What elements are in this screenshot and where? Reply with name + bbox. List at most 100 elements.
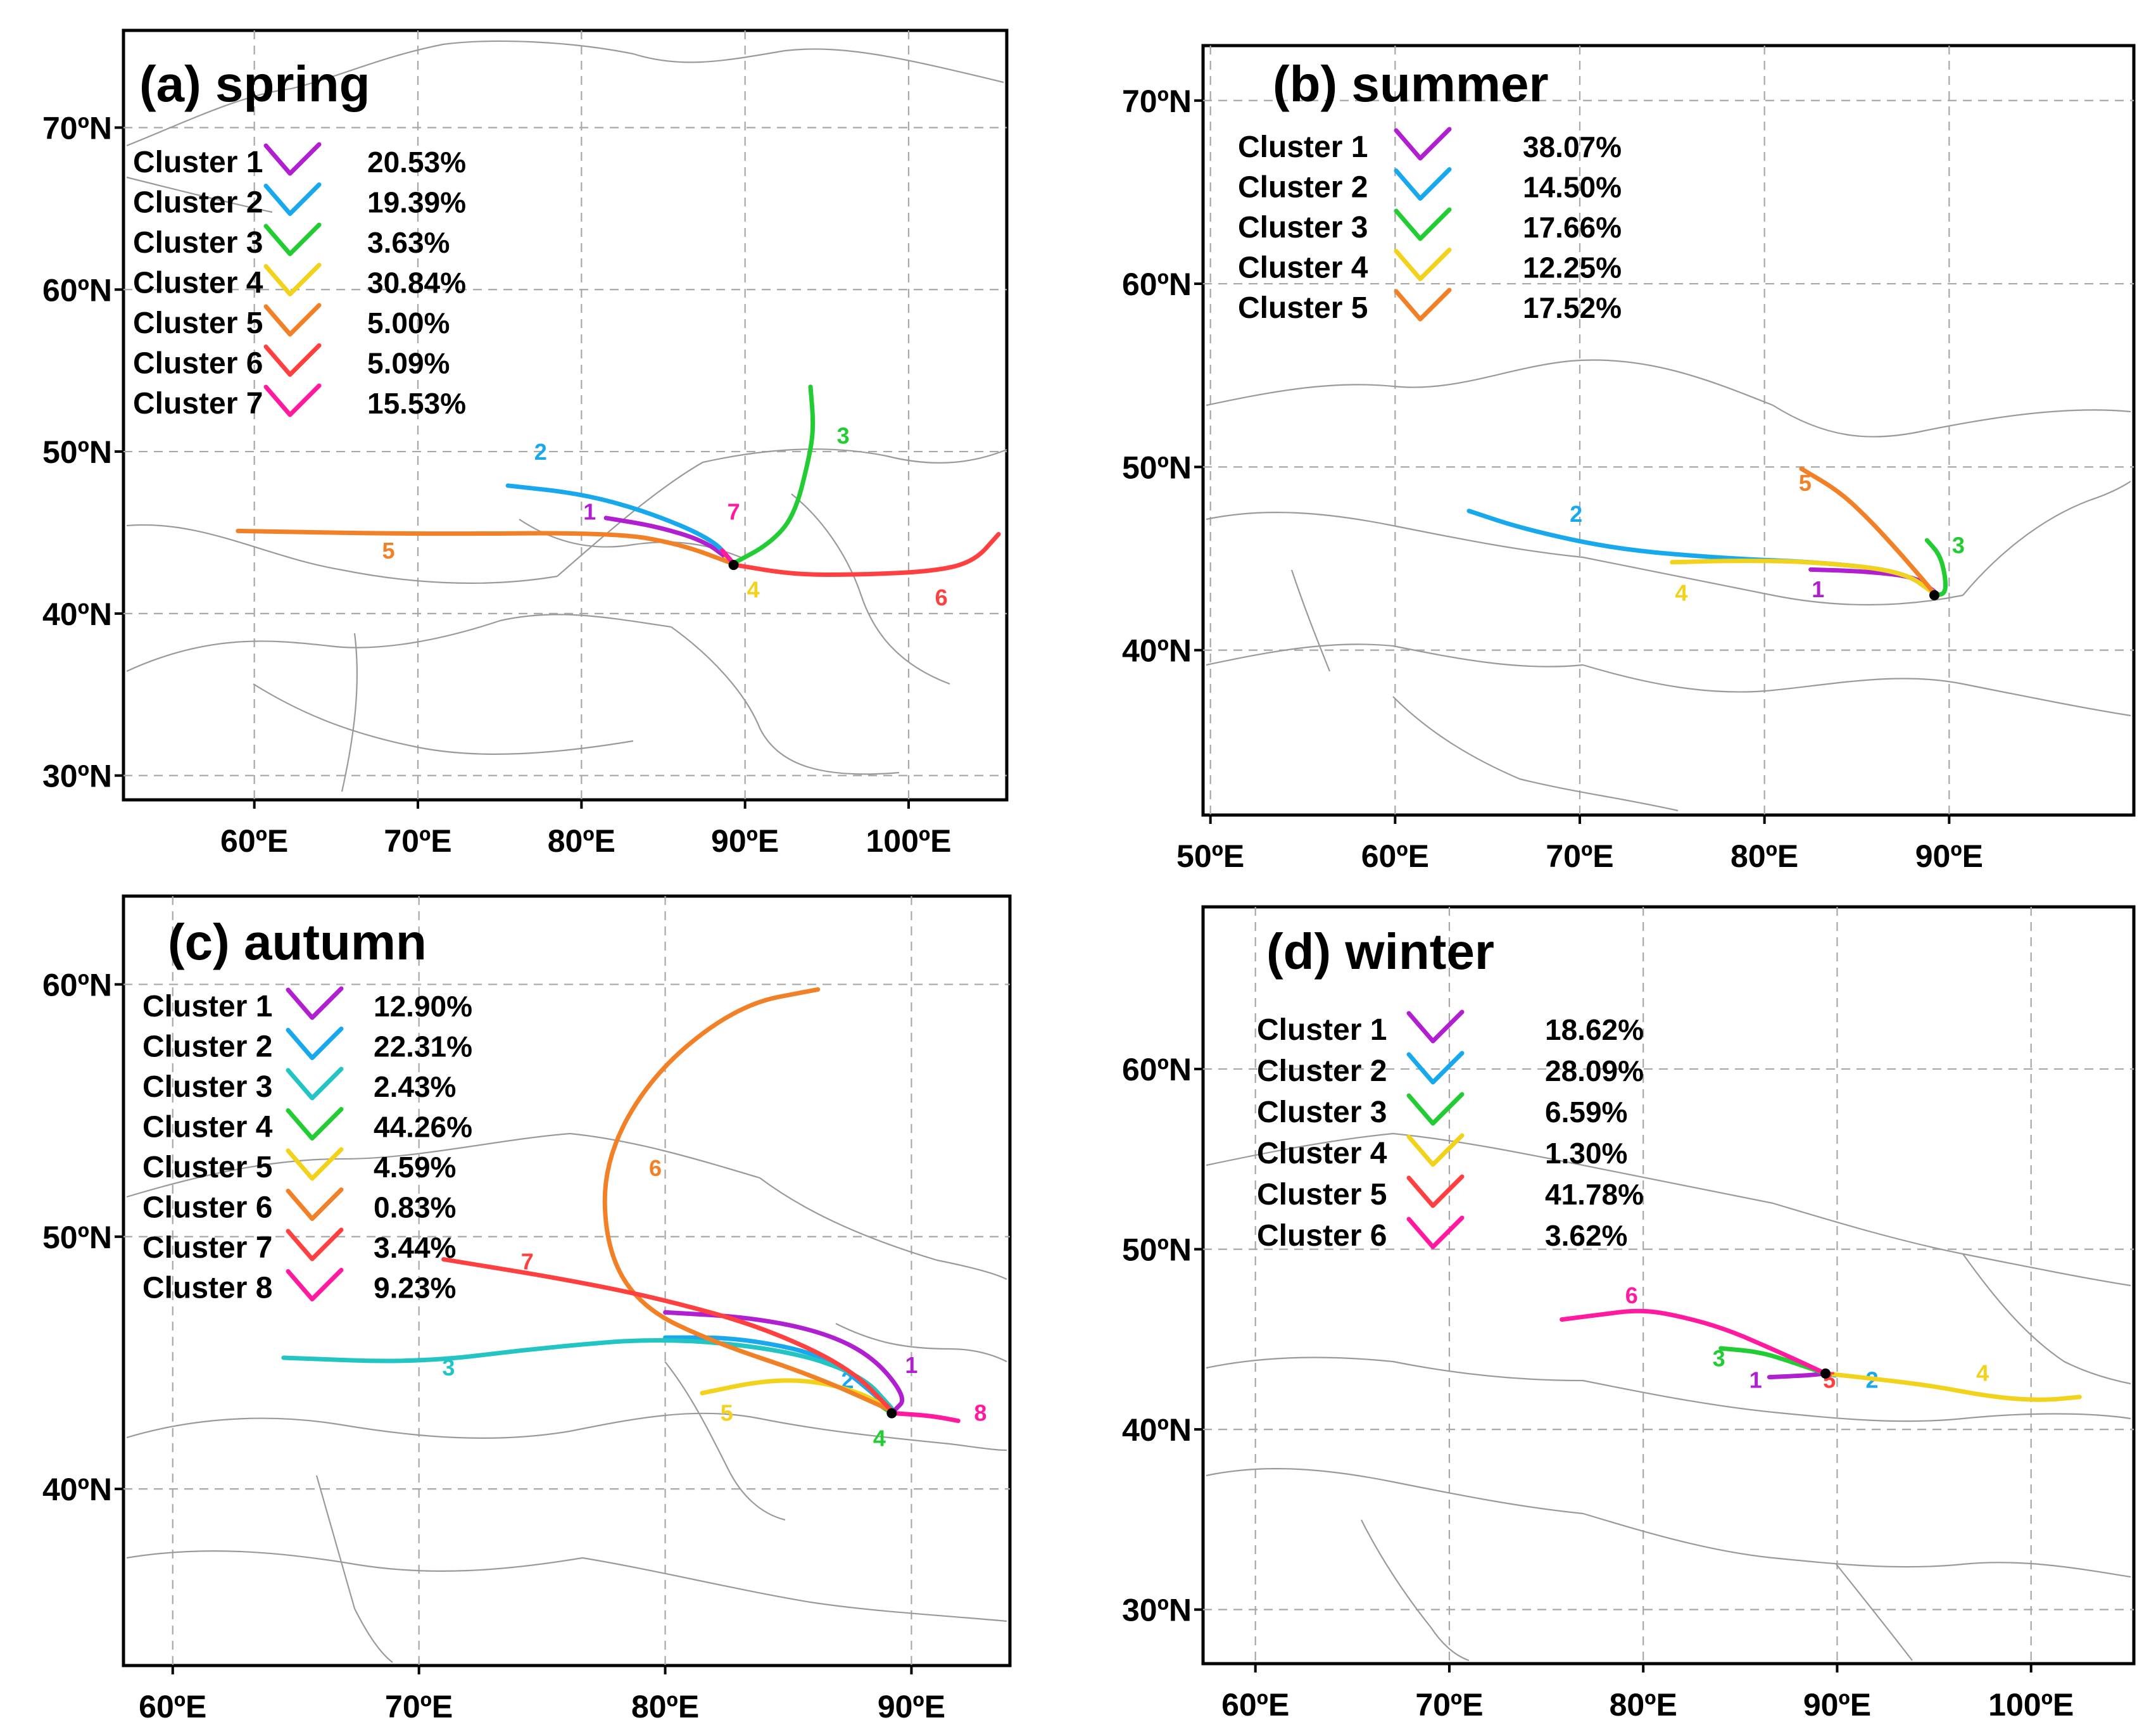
legend-percent: 12.25% — [1523, 251, 1622, 284]
legend-swatch — [286, 986, 344, 1020]
legend-name: Cluster 4 — [1238, 251, 1368, 285]
trajectory-cluster-7 — [720, 548, 734, 564]
legend-swatch — [1394, 167, 1452, 201]
lon-tick-label: 100ºE — [866, 823, 951, 859]
legend-name: Cluster 2 — [1238, 171, 1368, 205]
legend-percent: 1.30% — [1545, 1137, 1627, 1170]
trajectory-label: 7 — [521, 1249, 534, 1275]
legend-swatch — [1406, 1092, 1465, 1126]
trajectory-cluster-1 — [603, 515, 734, 564]
trajectory-label: 5 — [1799, 470, 1812, 496]
legend: Cluster 1 38.07% Cluster 2 14.50% Cluster 3 1… — [1238, 127, 1622, 325]
legend: Cluster 1 20.53% Cluster 2 19.39% Cluster 3 3… — [133, 142, 466, 421]
trajectory-label: 3 — [442, 1355, 455, 1381]
legend-swatch — [1394, 207, 1452, 241]
trajectory-cluster-2 — [663, 1335, 894, 1413]
trajectories: 1 2 3 4 5 6 7 — [236, 384, 1001, 610]
legend-percent: 15.53% — [367, 387, 466, 420]
legend-percent: 28.09% — [1545, 1054, 1644, 1087]
trajectory-cluster-6 — [602, 987, 894, 1413]
panel-spring: 1 2 3 4 5 6 7 60ºE 70ºE 80ºE 90ºE 100ºE 30ºN 40ºN 50º… — [42, 28, 1009, 859]
lat-tick-label: 40ºN — [1122, 633, 1192, 669]
legend-swatch — [1394, 248, 1452, 281]
legend-swatch — [263, 222, 322, 256]
lat-tick-label: 30ºN — [1122, 1593, 1192, 1628]
legend-percent: 0.83% — [374, 1191, 456, 1224]
trajectory-label: 1 — [583, 498, 596, 524]
trajectory-label: 6 — [1625, 1282, 1638, 1308]
boundary-lines — [126, 1132, 1007, 1663]
trajectory-label: 4 — [1976, 1360, 1989, 1386]
legend-swatch — [286, 1147, 344, 1181]
legend-name: Cluster 1 — [1238, 130, 1368, 164]
trajectory-label: 6 — [935, 585, 948, 610]
legend-name: Cluster 5 — [1257, 1178, 1387, 1211]
panel-summer: 1 2 3 4 5 50ºE 60ºE 70ºE 80ºE 90ºE 40ºN 50ºN 60ºN 70… — [1122, 44, 2136, 874]
legend-percent: 3.63% — [367, 226, 450, 259]
receptor-site-marker — [1929, 590, 1939, 600]
trajectory-cluster-5 — [236, 528, 734, 566]
legend: Cluster 1 12.90% Cluster 2 22.31% Cluster 3 2… — [142, 986, 472, 1305]
lon-tick-label: 80ºE — [548, 823, 615, 859]
trajectories: 1 2 3 4 5 — [1466, 466, 1965, 606]
legend-name: Cluster 3 — [133, 226, 263, 260]
legend-name: Cluster 2 — [133, 186, 263, 220]
legend-percent: 17.52% — [1523, 291, 1622, 324]
receptor-site-marker — [886, 1408, 897, 1419]
trajectory-label: 4 — [1675, 580, 1687, 606]
trajectory-label: 2 — [534, 439, 547, 465]
legend-name: Cluster 6 — [1257, 1219, 1387, 1253]
legend-name: Cluster 3 — [142, 1070, 272, 1104]
trajectory-label: 4 — [873, 1425, 886, 1451]
lat-tick-label: 60ºN — [42, 272, 112, 308]
legend-percent: 3.44% — [374, 1231, 456, 1264]
legend-name: Cluster 2 — [142, 1030, 272, 1064]
legend-name: Cluster 1 — [133, 146, 263, 179]
panel-title: (c) autumn — [168, 914, 427, 970]
lon-tick-label: 90ºE — [1803, 1687, 1871, 1720]
lat-tick-label: 50ºN — [42, 434, 112, 470]
boundary-lines — [1206, 1132, 2131, 1662]
lat-tick-label: 70ºN — [42, 110, 112, 146]
lat-tick-label: 60ºN — [42, 967, 112, 1002]
legend-name: Cluster 4 — [1257, 1137, 1387, 1170]
legend-swatch — [1406, 1009, 1465, 1044]
legend-swatch — [263, 142, 322, 176]
lon-tick-label: 90ºE — [1915, 838, 1983, 874]
legend-name: Cluster 3 — [1257, 1096, 1387, 1129]
legend-percent: 41.78% — [1545, 1178, 1644, 1211]
trajectory-cluster-1 — [663, 1310, 905, 1413]
receptor-site-marker — [728, 560, 739, 571]
axis-ticks: 60ºE 70ºE 80ºE 90ºE 100ºE 30ºN 40ºN 50ºN 60ºN — [1122, 1052, 2074, 1720]
legend-swatch — [286, 1187, 344, 1221]
lon-tick-label: 70ºE — [385, 1689, 453, 1720]
axis-ticks: 60ºE 70ºE 80ºE 90ºE 40ºN 50ºN 60ºN — [42, 967, 945, 1720]
boundary-lines — [1206, 359, 2131, 812]
trajectory-label: 3 — [1713, 1346, 1725, 1372]
trajectory-label: 5 — [382, 538, 394, 564]
map-frame — [122, 28, 1009, 802]
lat-tick-label: 60ºN — [1122, 267, 1192, 302]
legend-percent: 38.07% — [1523, 130, 1622, 163]
legend-percent: 20.53% — [367, 146, 466, 179]
lon-tick-label: 80ºE — [1610, 1687, 1677, 1720]
lat-tick-label: 60ºN — [1122, 1052, 1192, 1087]
lon-tick-label: 90ºE — [878, 1689, 945, 1720]
legend-name: Cluster 5 — [133, 307, 263, 340]
trajectory-cluster-4 — [1670, 559, 1937, 596]
lon-tick-label: 60ºE — [1221, 1687, 1289, 1720]
legend-name: Cluster 2 — [1257, 1054, 1387, 1088]
boundary-lines — [126, 40, 1007, 792]
lat-tick-label: 40ºN — [42, 1472, 112, 1507]
lon-tick-label: 60ºE — [1361, 838, 1429, 874]
legend-swatch — [286, 1107, 344, 1141]
lon-tick-label: 80ºE — [631, 1689, 699, 1720]
panel-title: (a) spring — [139, 56, 370, 112]
legend-name: Cluster 1 — [1257, 1013, 1387, 1047]
legend-percent: 2.43% — [374, 1070, 456, 1103]
legend-name: Cluster 1 — [142, 990, 272, 1023]
legend-name: Cluster 4 — [142, 1111, 273, 1144]
